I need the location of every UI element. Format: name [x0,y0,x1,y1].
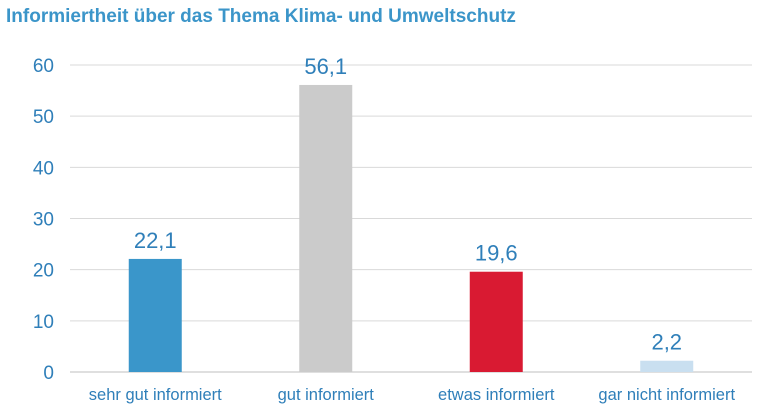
bars [128,84,694,372]
bar-3 [469,271,523,372]
x-tick-label-2: gut informiert [278,386,375,404]
bar-1 [128,258,182,372]
y-tick-label-60: 60 [33,56,54,77]
data-label-2: 56,1 [304,54,347,79]
x-tick-label-4: gar nicht informiert [598,386,735,404]
y-tick-label-0: 0 [43,363,54,384]
y-tick-label-10: 10 [33,312,54,333]
gridlines [70,64,752,373]
data-label-3: 19,6 [475,241,518,266]
data-label-1: 22,1 [134,228,177,253]
y-tick-label-20: 20 [33,261,54,282]
data-labels: 22,1 56,1 19,6 2,2 [134,54,682,355]
y-tick-label-40: 40 [33,158,54,179]
data-label-4: 2,2 [651,330,682,355]
x-tick-label-1: sehr gut informiert [89,386,222,404]
x-axis-ticks: sehr gut informiert gut informiert etwas i… [89,386,736,404]
y-tick-label-50: 50 [33,107,54,128]
bar-2 [299,84,353,372]
chart-title: Informiertheit über das Thema Klima- und… [6,6,516,27]
bar-4 [640,360,694,372]
y-tick-label-30: 30 [33,210,54,231]
y-axis-ticks: 0 10 20 30 40 50 60 [33,56,54,384]
x-tick-label-3: etwas informiert [438,386,555,404]
